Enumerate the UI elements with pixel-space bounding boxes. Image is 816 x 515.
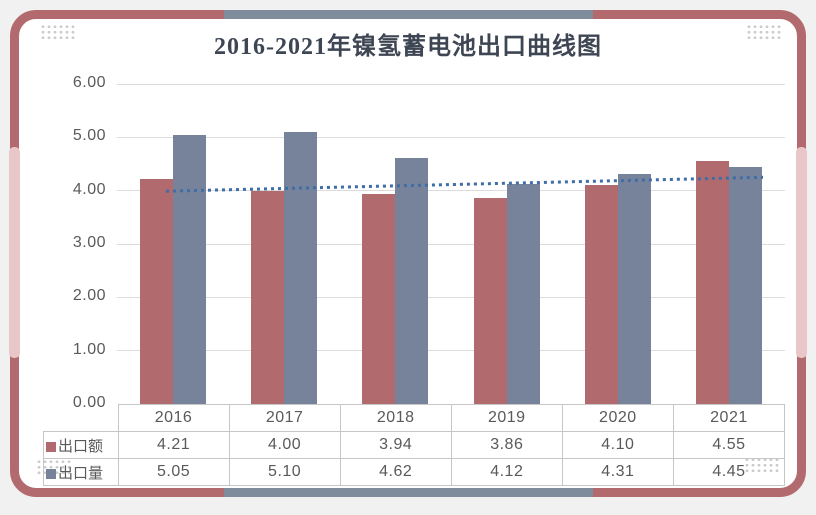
- legend-swatch-出口额: [46, 441, 56, 452]
- bar-出口量-2020: [618, 174, 651, 404]
- corner-dots-top-left: [40, 24, 75, 40]
- table-header-row: 2016 2017 2018 2019 2020 2021: [44, 404, 786, 432]
- table-year-header: 2019: [450, 404, 563, 432]
- y-axis-tick-label: 6.00: [72, 74, 106, 91]
- y-axis-tick-label: 0.00: [72, 394, 106, 411]
- table-value-cell: 4.00: [228, 431, 341, 459]
- table-value-cell: 4.55: [672, 431, 786, 459]
- right-accent-bar: [796, 147, 807, 358]
- table-year-header: 2018: [339, 404, 452, 432]
- bar-出口额-2020: [585, 185, 618, 404]
- table-corner-blank: [44, 405, 119, 432]
- table-value-cell: 4.62: [339, 458, 452, 486]
- table-series-row: 出口量 5.05 5.10 4.62 4.12 4.31 4.45: [43, 458, 786, 486]
- table-year-header: 2021: [672, 404, 786, 432]
- bar-出口额-2019: [474, 198, 507, 404]
- legend-swatch-出口量: [46, 468, 56, 479]
- data-table: 2016 2017 2018 2019 2020 2021 出口额 4.21 4.00 3.94 3…: [43, 404, 786, 486]
- y-axis-tick-label: 1.00: [72, 341, 106, 358]
- bar-出口额-2021: [696, 161, 729, 404]
- gridline: [117, 350, 785, 351]
- bar-出口量-2019: [507, 184, 540, 404]
- table-year-header: 2016: [117, 404, 230, 432]
- bar-出口额-2018: [362, 194, 395, 404]
- left-accent-bar: [9, 147, 20, 358]
- table-value-cell: 4.31: [561, 458, 674, 486]
- bar-出口量-2018: [395, 158, 428, 404]
- table-value-cell: 4.21: [117, 431, 230, 459]
- table-value-cell: 4.45: [672, 458, 786, 486]
- bar-出口量-2016: [173, 135, 206, 404]
- legend-label-出口量: 出口量: [43, 458, 119, 486]
- table-value-cell: 3.94: [339, 431, 452, 459]
- legend-label-出口额: 出口额: [43, 431, 119, 459]
- corner-dots-top-right: [746, 24, 781, 40]
- table-value-cell: 5.05: [117, 458, 230, 486]
- table-year-header: 2020: [561, 404, 674, 432]
- y-axis-tick-label: 3.00: [72, 234, 106, 251]
- gridline: [117, 190, 785, 191]
- gridline: [117, 244, 785, 245]
- bar-出口量-2021: [729, 167, 762, 404]
- table-year-header: 2017: [228, 404, 341, 432]
- bar-出口额-2016: [140, 179, 173, 404]
- table-value-cell: 3.86: [450, 431, 563, 459]
- table-value-cell: 4.10: [561, 431, 674, 459]
- top-accent-bar: [224, 10, 593, 19]
- bottom-accent-bar: [224, 488, 593, 497]
- table-value-cell: 5.10: [228, 458, 341, 486]
- y-axis-tick-label: 5.00: [72, 127, 106, 144]
- gridline: [117, 137, 785, 138]
- gridline: [117, 84, 785, 85]
- y-axis-tick-label: 4.00: [72, 181, 106, 198]
- bar-出口量-2017: [284, 132, 317, 404]
- y-axis-tick-label: 2.00: [72, 287, 106, 304]
- gridline: [117, 297, 785, 298]
- table-series-row: 出口额 4.21 4.00 3.94 3.86 4.10 4.55: [43, 431, 786, 459]
- bar-出口额-2017: [251, 191, 284, 404]
- table-value-cell: 4.12: [450, 458, 563, 486]
- chart-title: 2016-2021年镍氢蓄电池出口曲线图: [214, 34, 602, 60]
